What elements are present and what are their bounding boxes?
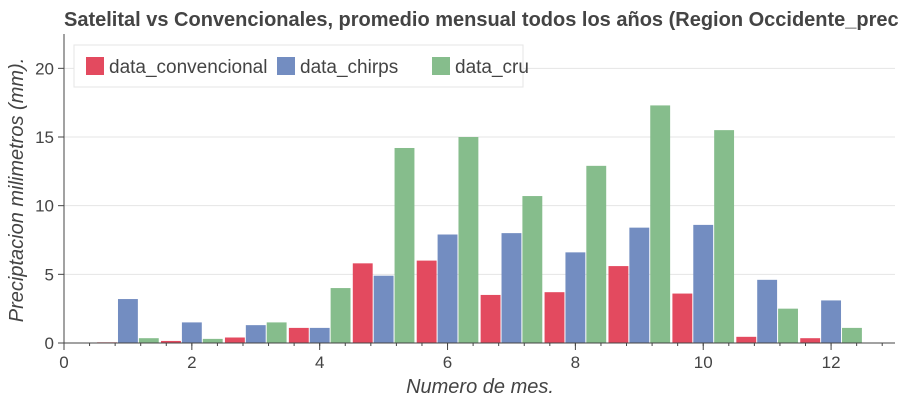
bar-data-chirps-6: [437, 234, 458, 343]
axes: 0 5 10 15 20 0 2 4 6 8 10 12: [35, 34, 895, 372]
bar-data-cru-1: [138, 338, 159, 343]
bar-data-chirps-10: [693, 224, 714, 343]
bar-data-convencional-8: [544, 292, 565, 343]
bar-data-chirps-11: [757, 279, 778, 343]
bar-data-chirps-2: [181, 322, 202, 343]
y-tick-label: 0: [45, 334, 54, 353]
x-axis-label: Numero de mes.: [406, 376, 554, 398]
bar-data-cru-5: [394, 147, 415, 343]
bars: [97, 105, 862, 343]
bar-data-chirps-1: [117, 299, 138, 343]
x-tick-label: 6: [443, 353, 452, 372]
bar-data-cru-8: [586, 165, 607, 343]
bar-data-cru-7: [522, 196, 543, 343]
x-tick-label: 10: [694, 353, 713, 372]
bar-data-convencional-11: [736, 336, 757, 343]
legend-swatch-data-convencional: [86, 57, 104, 75]
legend-label-data-chirps: data_chirps: [300, 57, 398, 78]
chart-title: Satelital vs Convencionales, promedio me…: [64, 9, 899, 31]
bar-data-chirps-12: [821, 300, 842, 343]
bar-data-cru-4: [330, 288, 351, 343]
x-tick-label: 2: [187, 353, 196, 372]
y-tick-label: 10: [35, 197, 54, 216]
legend: data_convencional data_chirps data_cru: [73, 44, 529, 88]
bar-data-convencional-3: [224, 337, 245, 343]
legend-swatch-data-chirps: [277, 57, 295, 75]
bar-data-chirps-5: [373, 275, 394, 343]
bar-data-chirps-7: [501, 233, 522, 343]
legend-label-data-cru: data_cru: [455, 57, 529, 78]
bar-data-cru-6: [458, 137, 479, 343]
bar-data-cru-11: [778, 308, 798, 343]
bar-data-convencional-2: [161, 340, 181, 343]
x-tick-label: 8: [571, 353, 580, 372]
bar-data-convencional-6: [416, 260, 437, 343]
bar-data-cru-2: [202, 338, 223, 343]
y-tick-label: 20: [35, 59, 54, 78]
bar-data-convencional-5: [352, 263, 373, 343]
x-tick-label: 0: [59, 353, 68, 372]
legend-swatch-data-cru: [432, 57, 450, 75]
bar-data-convencional-7: [480, 294, 501, 343]
y-tick-label: 5: [45, 265, 54, 284]
bar-data-chirps-3: [245, 325, 266, 343]
bar-data-convencional-12: [800, 338, 821, 343]
bar-data-cru-9: [650, 105, 671, 343]
y-tick-label: 15: [35, 128, 54, 147]
bar-data-cru-3: [266, 322, 287, 343]
y-axis-label: Preciptacion milimetros (mm).: [6, 58, 28, 322]
legend-label-data-convencional: data_convencional: [109, 57, 267, 78]
bar-data-convencional-9: [608, 266, 629, 343]
bar-data-chirps-9: [629, 227, 650, 343]
bar-data-chirps-8: [565, 252, 586, 343]
bar-data-cru-12: [842, 327, 862, 343]
bar-data-cru-10: [714, 130, 735, 343]
x-tick-label: 12: [822, 353, 841, 372]
bar-data-convencional-10: [672, 293, 693, 343]
bar-data-chirps-4: [309, 327, 330, 343]
x-tick-label: 4: [315, 353, 324, 372]
bar-data-convencional-4: [288, 327, 309, 343]
